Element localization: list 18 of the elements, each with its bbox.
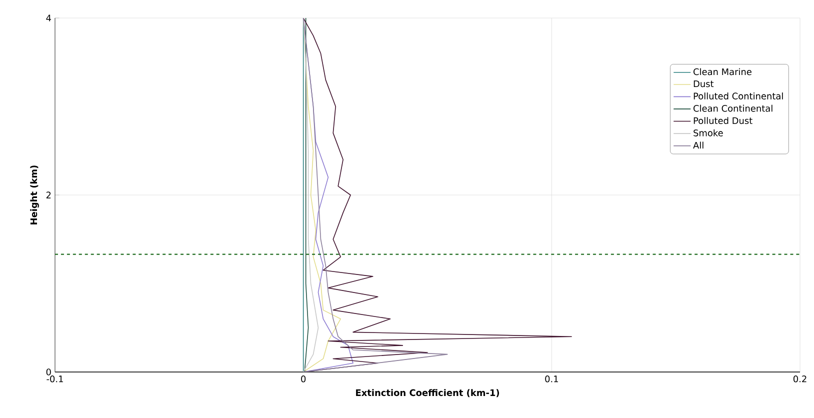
y-axis-title: Height (km) [30,166,39,224]
x-tick-label: 0.1 [545,376,558,382]
legend-label: Smoke [694,129,723,136]
x-axis-title: Extinction Coefficient (km-1) [356,389,500,398]
legend-label: Clean Continental [694,104,772,112]
y-tick-label: 2 [46,192,51,198]
y-tick-label: 0 [46,368,51,376]
x-tick-label: -0.1 [46,376,63,382]
line-series [304,18,309,372]
legend-label: Dust [694,80,714,88]
legend-label: Polluted Continental [694,92,783,100]
x-tick-label: 0 [301,376,306,382]
legend-label: Clean Marine [694,68,752,76]
line-series [302,18,319,372]
y-tick-label: 4 [46,14,51,22]
x-tick-label: 0.2 [793,376,806,382]
legend-label: All [693,142,704,148]
legend-label: Polluted Dust [694,117,752,124]
